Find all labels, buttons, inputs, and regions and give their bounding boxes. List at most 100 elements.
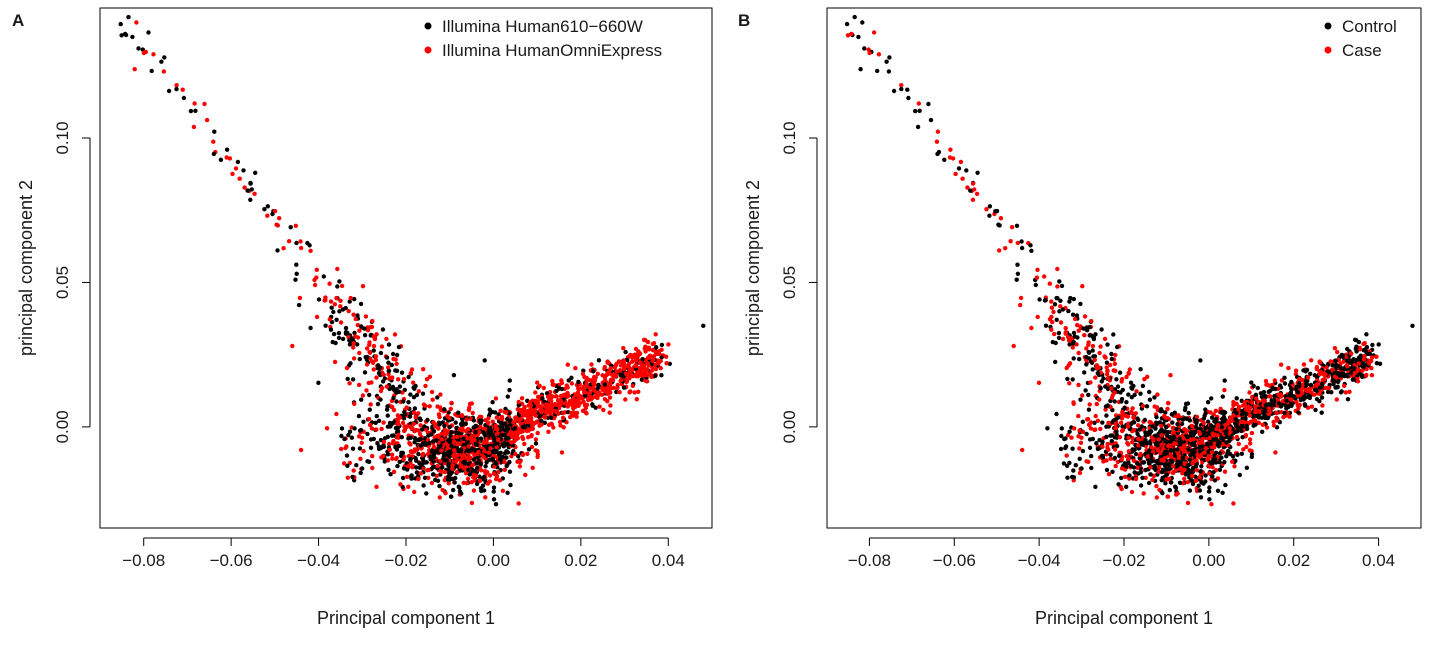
- data-point: [1361, 357, 1367, 362]
- data-point: [1294, 399, 1299, 405]
- data-point: [558, 399, 564, 404]
- data-point: [1289, 379, 1294, 385]
- data-point: [844, 21, 850, 27]
- data-point: [1127, 476, 1132, 481]
- data-point: [960, 176, 965, 181]
- data-point: [1309, 358, 1314, 363]
- data-point: [401, 457, 406, 462]
- data-point: [1069, 474, 1075, 480]
- data-point: [409, 367, 415, 372]
- data-point: [492, 435, 497, 441]
- data-point: [1086, 392, 1091, 398]
- data-point: [343, 331, 349, 336]
- data-point: [472, 437, 477, 443]
- data-point: [1318, 369, 1324, 375]
- chart-panel-a: −0.08 −0.06 −0.04 −0.02 0.00 0.02 0.04 0.00 0.05…: [12, 7, 713, 628]
- data-point: [1197, 488, 1203, 493]
- data-point: [1264, 425, 1270, 430]
- data-point: [994, 208, 1000, 214]
- data-point: [1124, 484, 1129, 489]
- data-point: [471, 488, 477, 493]
- data-point: [408, 449, 414, 454]
- data-point: [1317, 391, 1322, 396]
- data-point: [413, 383, 418, 389]
- data-point: [334, 295, 339, 301]
- data-point: [1081, 326, 1086, 331]
- data-point: [1092, 354, 1098, 359]
- data-point: [871, 30, 877, 35]
- data-point: [1197, 454, 1202, 460]
- data-point: [504, 425, 509, 430]
- data-point: [1106, 376, 1111, 381]
- data-point: [1064, 365, 1069, 371]
- data-point: [364, 362, 370, 367]
- data-point: [1222, 387, 1227, 393]
- data-point: [162, 55, 167, 60]
- data-point: [1082, 333, 1087, 338]
- data-point: [1335, 349, 1340, 355]
- data-point: [327, 281, 332, 286]
- x-tick-label: −0.06: [210, 551, 253, 570]
- data-point: [359, 324, 364, 329]
- data-point: [1112, 399, 1117, 404]
- data-point: [1065, 432, 1071, 438]
- data-point: [1217, 467, 1223, 472]
- data-point: [1254, 396, 1259, 401]
- data-point: [450, 476, 455, 481]
- data-point: [459, 491, 464, 496]
- data-point: [1302, 395, 1308, 400]
- data-point: [376, 418, 382, 423]
- data-point: [1103, 404, 1109, 409]
- data-point: [621, 385, 627, 390]
- data-point: [1154, 483, 1159, 489]
- data-point: [386, 365, 391, 370]
- data-point: [365, 431, 370, 437]
- data-point: [1273, 450, 1278, 455]
- data-point: [852, 14, 857, 20]
- data-point: [1090, 343, 1096, 349]
- data-point: [1247, 409, 1252, 414]
- data-point: [1363, 373, 1369, 378]
- data-point: [1223, 429, 1229, 435]
- data-point: [1282, 410, 1287, 416]
- data-point: [1339, 352, 1344, 358]
- data-point: [1059, 283, 1065, 289]
- data-point: [1145, 454, 1150, 459]
- data-point: [1201, 420, 1207, 426]
- data-point: [375, 401, 381, 407]
- data-point: [497, 457, 503, 462]
- data-point: [1185, 434, 1190, 440]
- data-point: [1249, 448, 1254, 454]
- data-point: [1035, 314, 1040, 320]
- data-point: [1058, 446, 1064, 452]
- data-point: [493, 423, 498, 428]
- data-point: [1011, 343, 1016, 349]
- data-point: [1106, 420, 1111, 426]
- data-point: [654, 345, 659, 350]
- data-point: [1183, 401, 1189, 407]
- data-point: [387, 420, 393, 426]
- data-point: [413, 415, 418, 420]
- data-point: [645, 361, 651, 366]
- data-point: [367, 422, 373, 428]
- data-point: [1271, 419, 1276, 425]
- data-point: [1129, 421, 1134, 426]
- y-axis-label: principal component 2: [16, 180, 36, 356]
- data-point: [371, 367, 376, 372]
- data-point: [1256, 420, 1262, 425]
- data-point: [408, 435, 413, 440]
- data-point: [1263, 378, 1269, 384]
- data-point: [1135, 431, 1140, 437]
- data-point: [1149, 445, 1154, 450]
- data-point: [1084, 431, 1089, 437]
- data-point: [387, 376, 393, 381]
- data-point: [1114, 429, 1119, 434]
- data-point: [1203, 407, 1208, 412]
- data-point: [1076, 434, 1081, 439]
- data-point: [1086, 349, 1091, 355]
- data-point: [1354, 344, 1359, 349]
- data-point: [556, 386, 562, 391]
- data-point: [1055, 284, 1060, 289]
- data-point: [1135, 465, 1140, 470]
- data-point: [1297, 376, 1302, 382]
